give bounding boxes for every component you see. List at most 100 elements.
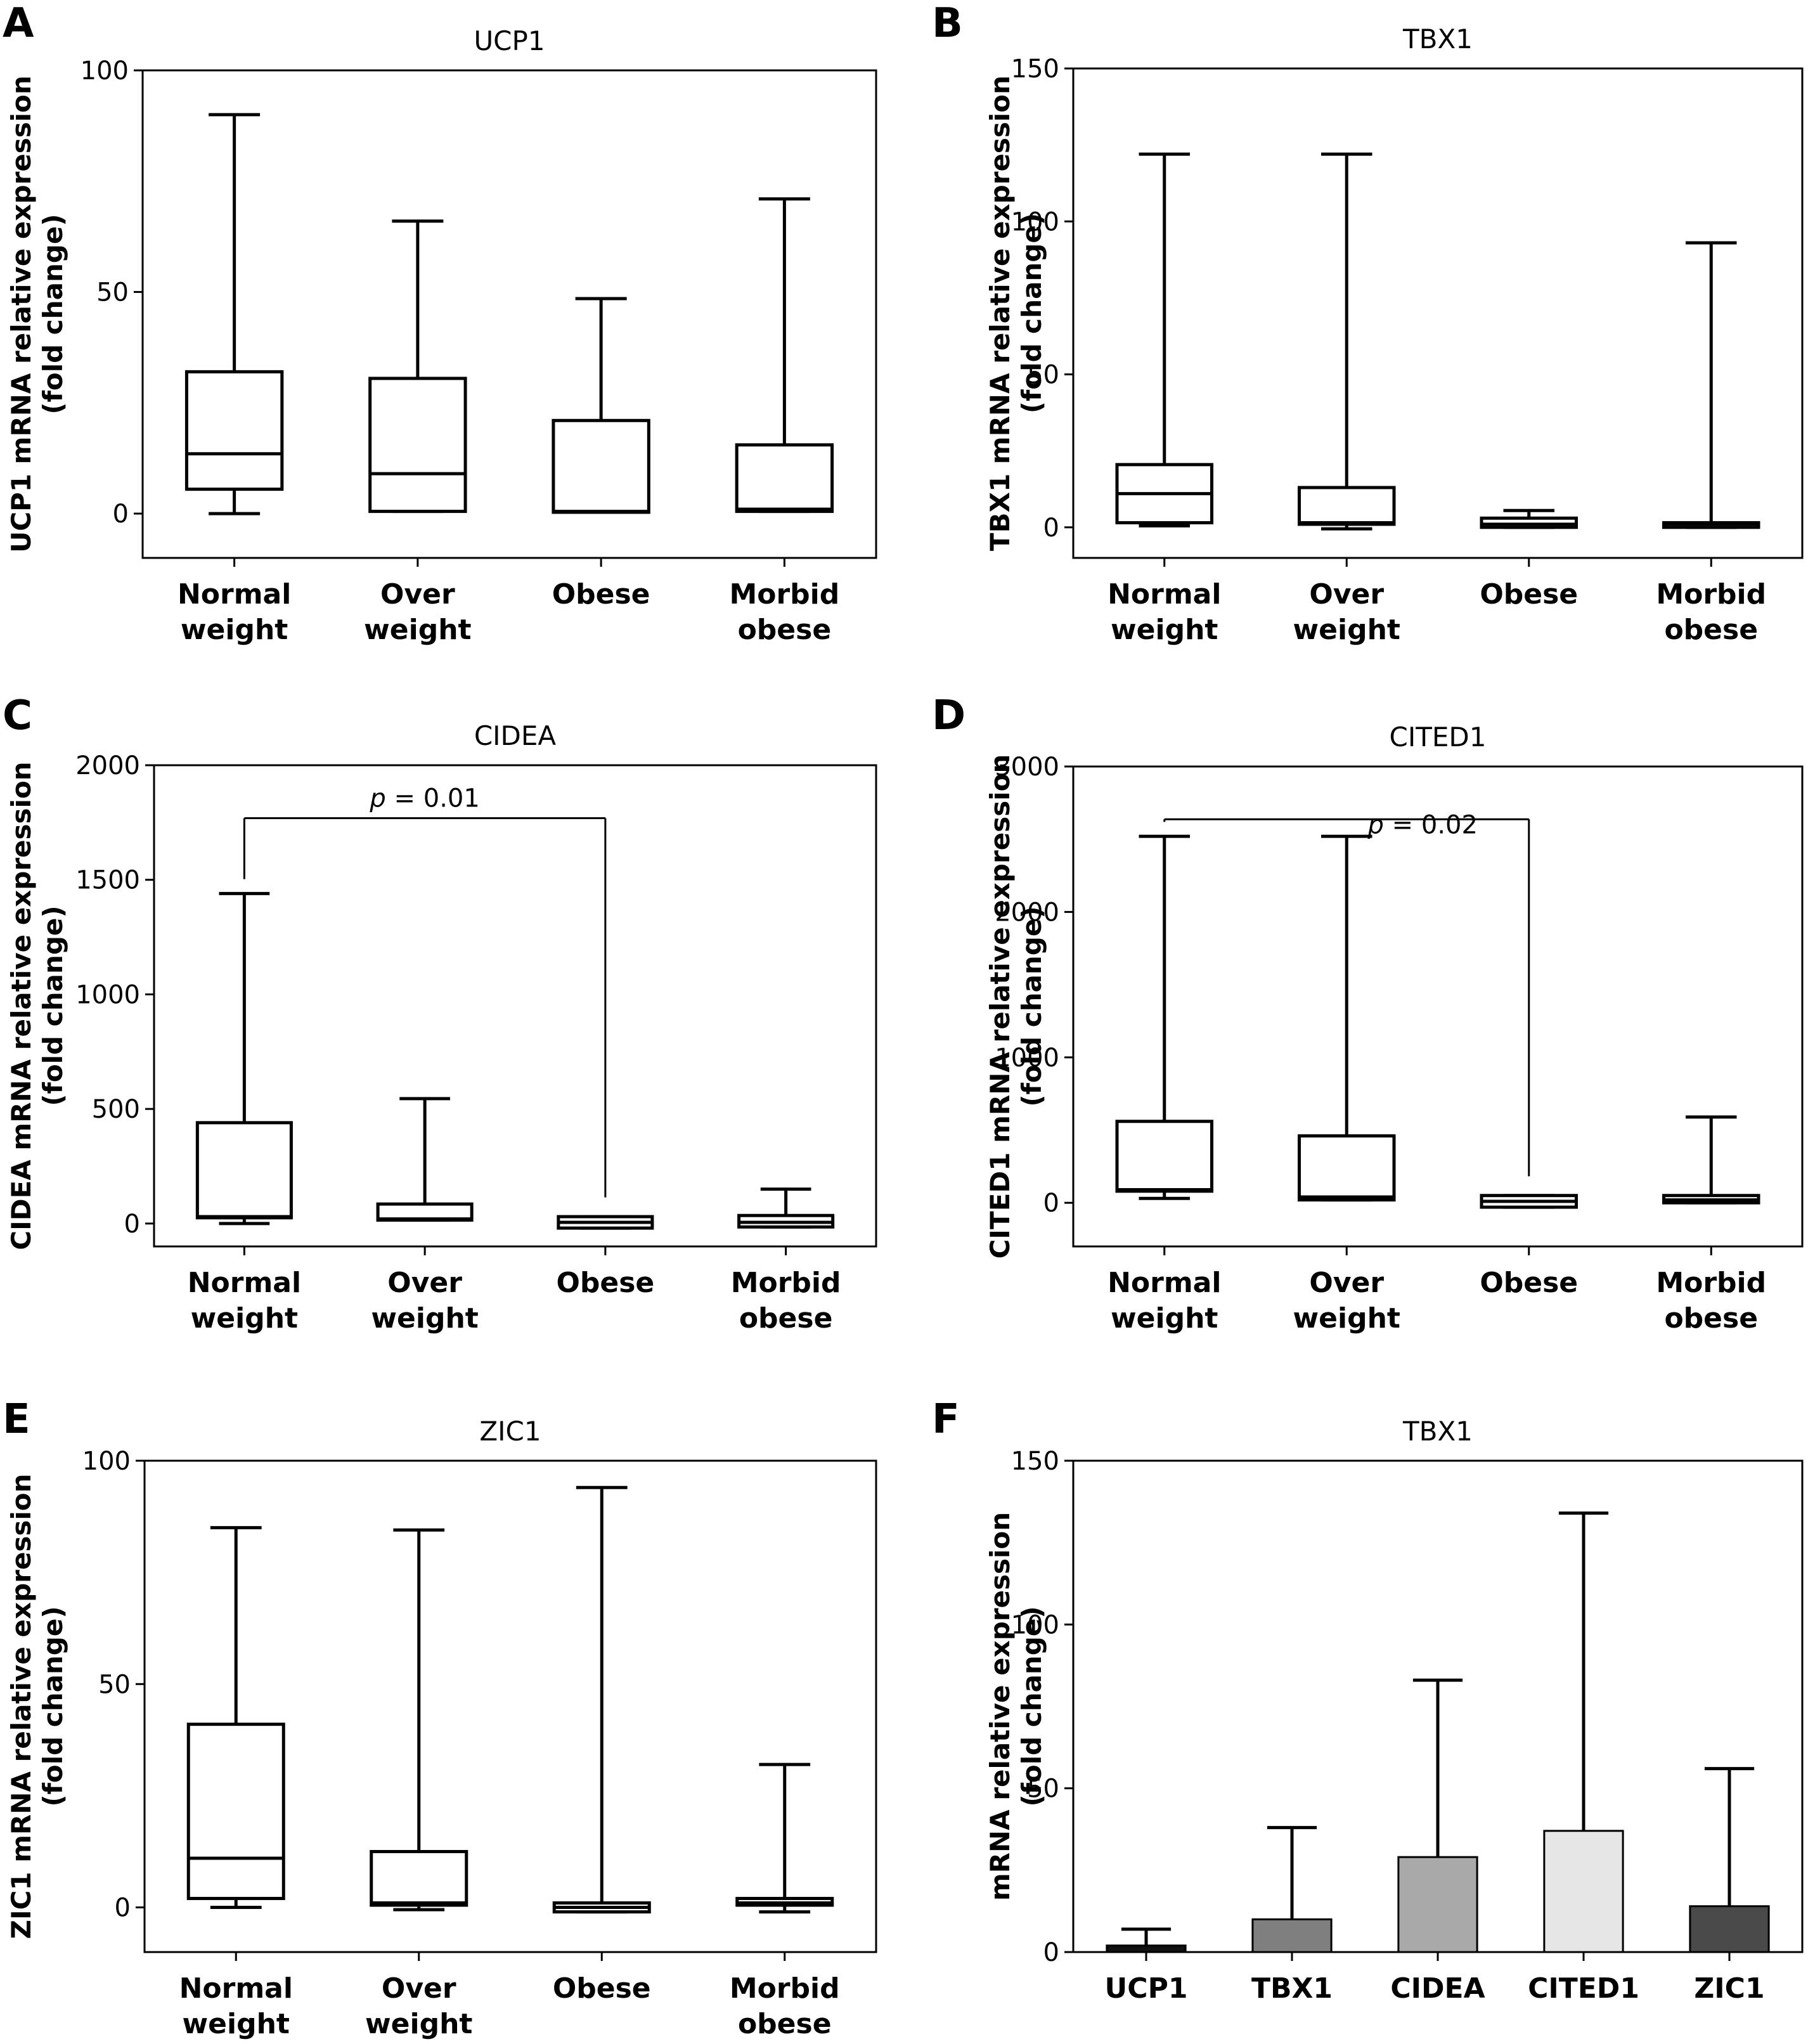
y-tick-label: 0 — [115, 1894, 131, 1923]
chart-title: UCP1 — [474, 25, 545, 56]
y-axis-label: ZIC1 mRNA relative expression — [6, 1473, 37, 1939]
chart-title: TBX1 — [1402, 1416, 1473, 1447]
chart-title: CIDEA — [474, 720, 557, 751]
panel-letter: D — [932, 692, 965, 739]
box-2 — [1480, 1194, 1578, 1209]
x-tick-label: Morbid — [729, 578, 839, 611]
iqr-box — [195, 1121, 293, 1220]
x-tick-label: CITED1 — [1528, 1972, 1639, 2005]
p-symbol: p — [1367, 810, 1384, 839]
box-1 — [1298, 152, 1396, 531]
x-tick-label: CIDEA — [1390, 1972, 1485, 2005]
box-1 — [370, 1528, 468, 1911]
y-tick-label: 0 — [124, 1210, 140, 1239]
x-tick-label: TBX1 — [1251, 1972, 1333, 2005]
x-tick-label: Morbid — [731, 1267, 841, 1299]
plot-frame — [141, 69, 877, 559]
x-tick-label: obese — [1664, 614, 1758, 646]
bar — [1689, 1905, 1770, 1953]
y-tick-label: 100 — [1011, 1610, 1059, 1640]
box-2 — [1480, 508, 1578, 529]
x-tick-label: weight — [1293, 1302, 1400, 1335]
y-axis-label: (fold change) — [37, 1606, 68, 1806]
panel-a: A UCP1 0 50 100 UCP1 mRNA relative expression… — [3, 0, 877, 646]
plot-frame — [153, 764, 877, 1248]
x-tick-label: Obese — [553, 1972, 651, 2005]
bar — [1251, 1918, 1333, 1953]
y-axis-label: (fold change) — [1016, 906, 1047, 1106]
bar — [1106, 1944, 1187, 1953]
bar-4 — [1689, 1767, 1770, 1953]
box-3 — [1662, 1115, 1760, 1205]
x-tick-label: weight — [1111, 614, 1218, 646]
p-value-label: p = 0.01 — [369, 784, 479, 813]
x-tick-label: Morbid — [1656, 578, 1766, 611]
x-tick-label: weight — [371, 1302, 478, 1335]
y-axis-label: (fold change) — [1016, 1606, 1047, 1806]
x-tick-label: UCP1 — [1105, 1972, 1188, 2005]
plot-frame — [1072, 67, 1804, 559]
box-2 — [557, 1215, 654, 1230]
box-3 — [735, 1763, 834, 1914]
y-tick-label: 50 — [96, 278, 129, 307]
x-tick-label: obese — [1664, 1302, 1758, 1335]
box-2 — [552, 1485, 651, 1914]
y-axis-label: CITED1 mRNA relative expression — [985, 754, 1016, 1259]
x-tick-label: Over — [380, 578, 455, 611]
y-tick-label: 150 — [1011, 55, 1059, 84]
y-axis-label: (fold change) — [1016, 213, 1047, 413]
box-0 — [1115, 152, 1213, 527]
y-axis-label: (fold change) — [37, 905, 68, 1106]
y-tick-label: 1000 — [75, 980, 140, 1009]
bar-3 — [1543, 1511, 1624, 1953]
box-1 — [376, 1097, 474, 1222]
x-tick-label: Morbid — [1656, 1267, 1766, 1299]
p-value: = 0.02 — [1384, 810, 1478, 839]
iqr-box — [368, 377, 467, 514]
box-3 — [737, 1187, 835, 1229]
bar-0 — [1106, 1927, 1187, 1953]
x-tick-label: obese — [738, 2008, 832, 2040]
x-tick-label: Obese — [1480, 1267, 1578, 1299]
panel-letter: F — [932, 1396, 960, 1443]
chart-title: TBX1 — [1402, 23, 1473, 55]
y-tick-label: 50 — [1027, 1775, 1059, 1804]
x-tick-label: Normal — [1107, 578, 1221, 611]
bar-2 — [1397, 1678, 1478, 1953]
x-tick-label: Normal — [1107, 1267, 1221, 1299]
x-tick-label: Normal — [188, 1267, 301, 1299]
iqr-box — [1298, 486, 1396, 526]
plot-frame — [143, 1459, 877, 1953]
y-axis-label: UCP1 mRNA relative expression — [6, 75, 37, 553]
y-axis-label: mRNA relative expression — [985, 1512, 1016, 1901]
y-tick-label: 1000 — [995, 1044, 1059, 1073]
panel-letter: E — [3, 1396, 30, 1443]
p-value: = 0.01 — [386, 784, 480, 813]
panel-f: F TBX1 0 50 100 150 mRNA relative expression (f… — [932, 1396, 1804, 2005]
p-symbol: p — [369, 784, 385, 813]
bar — [1543, 1830, 1624, 1953]
x-tick-label: ZIC1 — [1694, 1972, 1764, 2005]
box-2 — [552, 297, 650, 514]
y-tick-label: 3000 — [995, 753, 1059, 782]
x-tick-label: Normal — [178, 578, 291, 611]
iqr-box — [370, 1849, 468, 1907]
y-tick-label: 100 — [81, 56, 129, 86]
x-tick-label: weight — [1111, 1302, 1218, 1335]
y-tick-label: 50 — [98, 1670, 131, 1699]
x-tick-label: obese — [738, 614, 832, 646]
x-tick-label: weight — [365, 2008, 472, 2040]
panel-c: C CIDEA 0 500 1000 1500 2000 CIDEA mRNA relativ… — [3, 692, 877, 1335]
y-axis-label: (fold change) — [37, 214, 68, 414]
x-tick-label: Over — [1309, 578, 1384, 611]
iqr-box — [1115, 1120, 1213, 1193]
y-tick-label: 2000 — [75, 751, 140, 780]
x-tick-label: obese — [739, 1302, 833, 1335]
x-tick-label: Normal — [179, 1972, 293, 2005]
y-tick-label: 0 — [1043, 1189, 1059, 1218]
y-tick-label: 100 — [1011, 207, 1059, 236]
iqr-box — [552, 418, 650, 514]
x-tick-label: Obese — [1480, 578, 1578, 611]
y-tick-label: 100 — [82, 1447, 131, 1476]
